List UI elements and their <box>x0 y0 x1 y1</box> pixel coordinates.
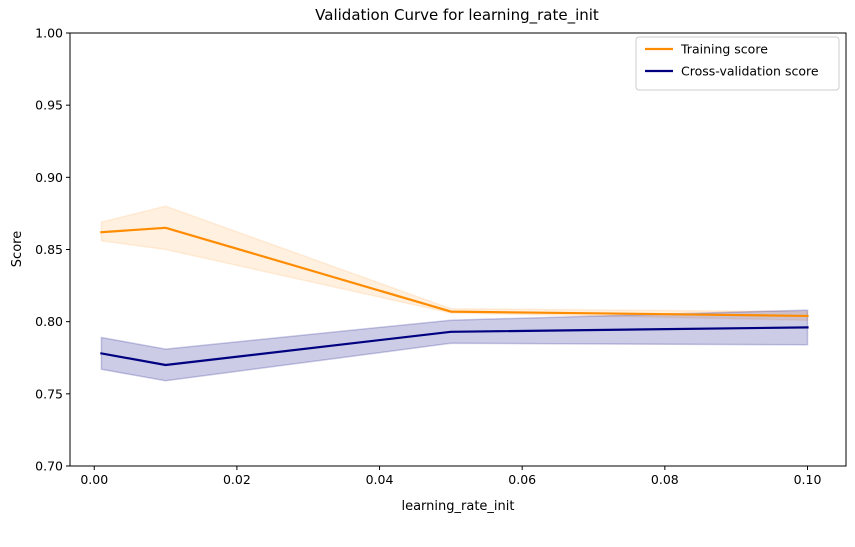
confidence-bands <box>100 205 809 382</box>
chart-title: Validation Curve for learning_rate_init <box>315 6 599 25</box>
y-axis-label: Score <box>10 231 25 267</box>
legend-box <box>635 36 840 91</box>
y-tick-label: 1.00 <box>35 26 63 41</box>
x-tick-label: 0.06 <box>508 472 536 487</box>
x-tick-label: 0.02 <box>223 472 251 487</box>
training-score-line <box>100 226 809 318</box>
training-score-band <box>100 205 809 321</box>
legend-items: Training score Cross-validation score <box>645 42 819 79</box>
x-tick-label: 0.00 <box>80 472 108 487</box>
y-tick-label: 0.70 <box>35 459 63 474</box>
y-tick-label: 0.85 <box>35 242 63 257</box>
cv-score-line <box>100 326 809 367</box>
y-axis-ticks: 0.70 0.75 0.80 0.85 0.90 0.95 1.00 <box>35 26 70 474</box>
y-tick-label: 0.95 <box>35 98 63 113</box>
y-tick-label: 0.90 <box>35 170 63 185</box>
legend-cv-label: Cross-validation score <box>681 64 819 79</box>
y-tick-label: 0.75 <box>35 386 63 401</box>
plot-area <box>69 32 847 467</box>
legend-training-label: Training score <box>680 42 768 57</box>
x-tick-label: 0.10 <box>794 472 822 487</box>
x-tick-label: 0.08 <box>651 472 679 487</box>
x-axis-ticks: 0.00 0.02 0.04 0.06 0.08 0.10 <box>80 466 821 487</box>
legend: Training score Cross-validation score <box>635 36 840 91</box>
x-tick-label: 0.04 <box>366 472 394 487</box>
cv-score-band <box>100 309 809 382</box>
x-axis-label: learning_rate_init <box>401 499 514 514</box>
y-tick-label: 0.80 <box>35 314 63 329</box>
series-lines <box>100 226 809 367</box>
